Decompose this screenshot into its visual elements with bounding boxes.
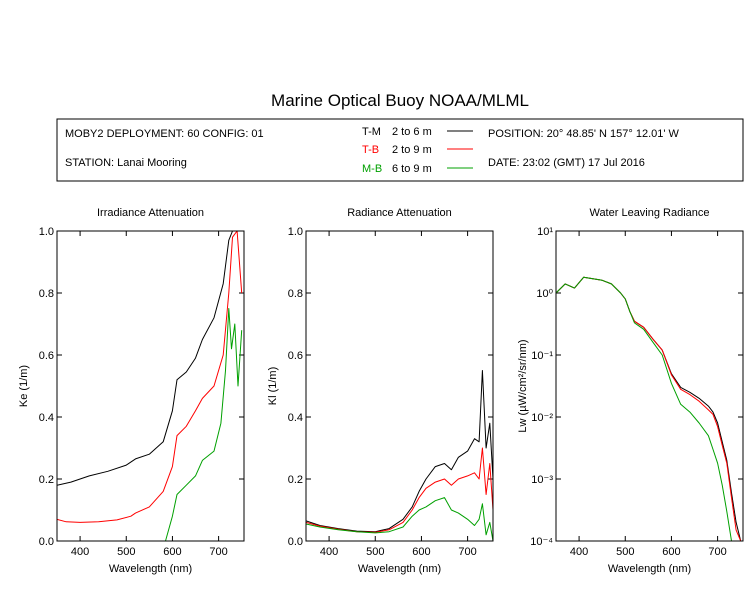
y-axis-label: Ke (1/m) — [18, 365, 30, 407]
panel-title: Water Leaving Radiance — [589, 207, 709, 219]
x-tick-label: 500 — [616, 546, 634, 558]
panel-1: Irradiance Attenuation 400 500 600 700 0.0 0.2… — [18, 207, 245, 575]
series-line-m-b — [306, 497, 493, 541]
x-axis-label: Wavelength (nm) — [109, 563, 192, 575]
legend: T-M 2 to 6 m T-B 2 to 9 m M-B 6 to 9 m — [362, 126, 473, 175]
y-tick-label: 0.4 — [288, 412, 303, 424]
y-tick-label: 0.2 — [39, 474, 54, 486]
x-tick-label: 700 — [708, 546, 726, 558]
y-tick-label: 0.8 — [288, 288, 303, 300]
y-axis-label: Kl (1/m) — [267, 367, 279, 406]
series-group — [57, 231, 243, 541]
panel-3: Water Leaving Radiance 400 500 600 700 10⁻⁴ 10… — [517, 207, 744, 575]
panels: Irradiance Attenuation 400 500 600 700 0.0 0.2… — [18, 207, 744, 575]
series-line-t-b — [306, 447, 493, 533]
y-tick-label: 0.6 — [39, 350, 54, 362]
x-tick-label: 600 — [662, 546, 680, 558]
legend-code-tm: T-M — [362, 126, 381, 138]
panel-title: Radiance Attenuation — [347, 207, 452, 219]
legend-code-tb: T-B — [362, 144, 379, 156]
series-line-m-b — [165, 308, 243, 541]
y-axis-label: Lw (µW/cm²/sr/nm) — [517, 339, 529, 432]
main-title: Marine Optical Buoy NOAA/MLML — [271, 91, 529, 110]
x-tick-label: 700 — [458, 546, 476, 558]
plot-frame — [56, 230, 245, 542]
station-label: STATION: Lanai Mooring — [65, 157, 187, 169]
series-line-t-m — [57, 231, 233, 486]
x-tick-label: 700 — [209, 546, 227, 558]
legend-code-mb: M-B — [362, 163, 382, 175]
series-line-t-b — [57, 231, 243, 523]
series-group — [306, 370, 493, 541]
plot-frame — [305, 230, 494, 542]
y-tick-label: 0.8 — [39, 288, 54, 300]
plot-frame — [555, 230, 744, 542]
y-tick-label: 10⁻² — [531, 412, 553, 424]
y-tick-label: 1.0 — [39, 226, 54, 238]
y-tick-label: 0.2 — [288, 474, 303, 486]
series-line-t-b — [556, 276, 742, 541]
x-tick-label: 400 — [570, 546, 588, 558]
y-tick-label: 0.6 — [288, 350, 303, 362]
x-axis-label: Wavelength (nm) — [608, 563, 691, 575]
x-tick-label: 400 — [71, 546, 89, 558]
y-tick-label: 10¹ — [537, 226, 553, 238]
series-line-m-b — [556, 276, 732, 541]
x-tick-label: 500 — [366, 546, 384, 558]
y-tick-label: 0.4 — [39, 412, 54, 424]
y-tick-label: 0.0 — [39, 536, 54, 548]
y-tick-label: 10⁰ — [536, 288, 553, 300]
x-tick-label: 400 — [320, 546, 338, 558]
legend-range-mb: 6 to 9 m — [392, 163, 432, 175]
deployment-label: MOBY2 DEPLOYMENT: 60 CONFIG: 01 — [65, 128, 264, 140]
info-box — [56, 118, 744, 182]
date-label: DATE: 23:02 (GMT) 17 Jul 2016 — [488, 157, 645, 169]
position-label: POSITION: 20° 48.85' N 157° 12.01' W — [488, 128, 680, 140]
series-line-t-m — [306, 370, 493, 533]
panel-title: Irradiance Attenuation — [97, 207, 204, 219]
y-tick-label: 10⁻¹ — [531, 350, 553, 362]
x-axis-label: Wavelength (nm) — [358, 563, 441, 575]
legend-range-tm: 2 to 6 m — [392, 126, 432, 138]
series-line-t-m — [556, 276, 742, 541]
panel-2: Radiance Attenuation 400 500 600 700 0.0 0.2 0.… — [267, 207, 494, 575]
legend-range-tb: 2 to 9 m — [392, 144, 432, 156]
x-tick-label: 600 — [163, 546, 181, 558]
y-tick-label: 10⁻³ — [531, 474, 553, 486]
x-tick-label: 500 — [117, 546, 135, 558]
y-tick-label: 10⁻⁴ — [530, 536, 553, 548]
y-tick-label: 0.0 — [288, 536, 303, 548]
series-group — [556, 276, 742, 541]
y-tick-label: 1.0 — [288, 226, 303, 238]
x-tick-label: 600 — [412, 546, 430, 558]
